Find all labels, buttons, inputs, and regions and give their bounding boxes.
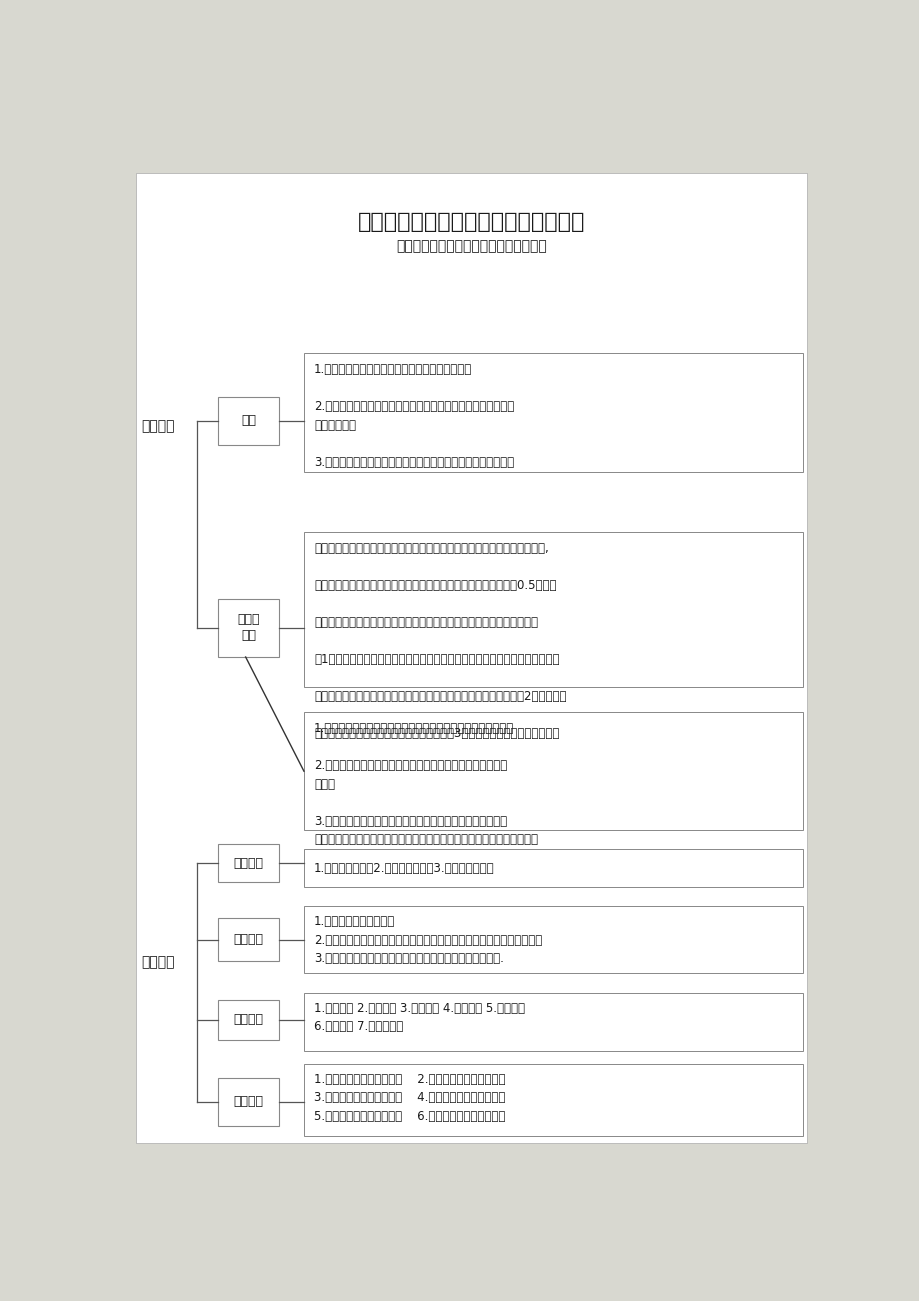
FancyBboxPatch shape [218,598,278,657]
Text: （地震、洪水、雷击、台风、泥石流等）: （地震、洪水、雷击、台风、泥石流等） [396,239,546,254]
FancyBboxPatch shape [218,999,278,1039]
FancyBboxPatch shape [303,532,802,687]
Text: 安全预案: 安全预案 [233,933,264,946]
Text: 平时: 平时 [241,414,255,427]
Text: 安全演练: 安全演练 [233,1013,264,1026]
FancyBboxPatch shape [303,993,802,1051]
FancyBboxPatch shape [218,919,278,960]
Text: 学校自然灾害预防与应对安全工作流程: 学校自然灾害预防与应对安全工作流程 [357,212,584,233]
Text: 1.演练策划 2.沙盘演练 3.事先教育 4.演练启动 5.过程控制
6.演练结果 7.事后总结。: 1.演练策划 2.沙盘演练 3.事先教育 4.演练启动 5.过程控制 6.演练结… [313,1002,525,1033]
Text: 1.学校建筑符合安全标准；    2.学校安全逃生标志清晰；
3.学校室内物品固定牢固；    4.学校室外物品固定牢固；
5.学校避险场所安全保障；    6: 1.学校建筑符合安全标准； 2.学校安全逃生标志清晰； 3.学校室内物品固定牢固… [313,1073,505,1123]
FancyBboxPatch shape [303,354,802,472]
Text: 安全设施: 安全设施 [233,1095,264,1108]
Text: 1.疏散救援组：负责组织学生现场避险、紧急疏散、险状救援。

2.通讯联络组：负责相关部门、校内人员及学生监护人等通信
联络。

3.后勤保障组：负责食品水源等: 1.疏散救援组：负责组织学生现场避险、紧急疏散、险状救援。 2.通讯联络组：负责… [313,722,538,846]
Text: 安全教育: 安全教育 [233,857,264,870]
FancyBboxPatch shape [218,397,278,445]
Text: 灾害发
生时: 灾害发 生时 [237,614,260,643]
FancyBboxPatch shape [303,850,802,887]
FancyBboxPatch shape [218,1077,278,1125]
Text: 1.领导安全教育；2.教工安全教育；3.学生安全教育。: 1.领导安全教育；2.教工安全教育；3.学生安全教育。 [313,861,494,874]
FancyBboxPatch shape [303,907,802,973]
Text: 1.总指挥：校长（全面负责学校防灾减灾事宜）。

2.副总指挥：主管副校长（协助总指挥开展工作，总指挥不在时
替代指挥）。

3.机构成员：学校各部门防灾减灾负: 1.总指挥：校长（全面负责学校防灾减灾事宜）。 2.副总指挥：主管副校长（协助总… [313,363,514,468]
FancyBboxPatch shape [136,173,806,1142]
Text: 启动灾情信息上报机制：根据《教育系统自然灾害突发公共事件应急预案》,

启动灾情信息上报机制。学校应急领导小组最迟不得超过事发后的0.5小时将

灾情信息报告上: 启动灾情信息上报机制：根据《教育系统自然灾害突发公共事件应急预案》, 启动灾情信… [313,541,566,740]
FancyBboxPatch shape [303,1064,802,1136]
Text: 预防措施: 预防措施 [141,955,175,969]
Text: 组织机构: 组织机构 [141,420,175,433]
FancyBboxPatch shape [303,712,802,830]
FancyBboxPatch shape [218,844,278,882]
Text: 1.学校事故应急总预案。
2.学校自然灾害应急分项预案（地震、台风、洪水、雷击、泥石流等）。
3.学校自然灾害应急现场预案（教学楼、宿舍、办公楼等）.: 1.学校事故应急总预案。 2.学校自然灾害应急分项预案（地震、台风、洪水、雷击、… [313,916,541,965]
